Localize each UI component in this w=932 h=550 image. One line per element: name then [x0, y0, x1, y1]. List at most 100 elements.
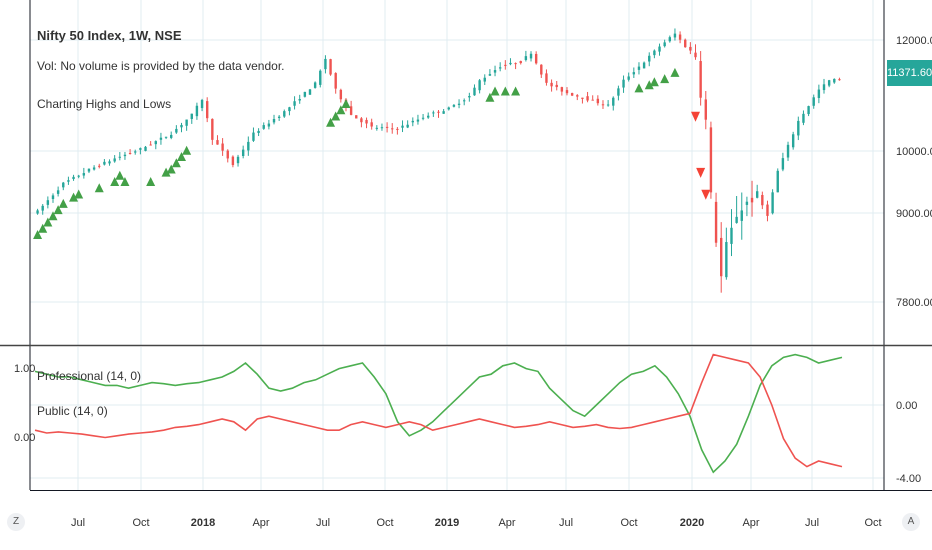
candle-body: [797, 120, 800, 136]
candle-body: [396, 128, 399, 130]
candle-body: [581, 97, 584, 99]
buy-signal-marker: [660, 74, 670, 84]
candle-body: [288, 107, 291, 112]
candle-body: [272, 118, 276, 123]
grid-lines: [30, 0, 884, 490]
candle-body: [791, 134, 795, 148]
candle-body: [745, 201, 749, 205]
candle-body: [319, 70, 322, 85]
candle-body: [355, 115, 358, 119]
candle-body: [82, 173, 86, 176]
candle-body: [437, 111, 440, 113]
candle-body: [586, 96, 589, 101]
candle-body: [771, 192, 774, 214]
candle-body: [817, 89, 821, 98]
buy-signal-marker: [500, 86, 510, 96]
candle-body: [735, 216, 738, 223]
candle-body: [678, 34, 682, 40]
candle-body: [565, 90, 569, 94]
buy-signal-marker: [33, 230, 43, 240]
candle-body: [663, 42, 666, 47]
candle-body: [529, 53, 533, 59]
y-tick-label: 12000.00: [896, 35, 932, 47]
candle-body: [498, 67, 502, 69]
candle-body: [134, 151, 137, 153]
zoom-button[interactable]: Z: [7, 513, 25, 531]
y-tick-label: 7800.00: [896, 297, 932, 309]
x-tick-label: Oct: [620, 517, 637, 529]
buy-signal-marker: [326, 117, 336, 127]
candle-body: [262, 125, 265, 129]
candle-body: [303, 91, 307, 97]
candle-body: [401, 125, 404, 128]
legend-public[interactable]: Public (14, 0): [37, 404, 108, 418]
candle-body: [200, 100, 204, 109]
indicator-label[interactable]: Charting Highs and Lows: [37, 97, 172, 111]
x-tick-label: Jul: [316, 517, 330, 529]
candle-body: [714, 201, 718, 243]
candle-body: [231, 156, 235, 166]
buy-signal-marker: [171, 158, 181, 168]
candle-body: [185, 119, 188, 126]
legend-professional[interactable]: Professional (14, 0): [37, 369, 142, 383]
x-tick-label: Oct: [376, 517, 393, 529]
candle-body: [555, 84, 558, 88]
candle-body: [267, 123, 271, 127]
candle-body: [653, 50, 656, 56]
candle-body: [175, 128, 178, 133]
x-tick-label: 2020: [680, 517, 704, 529]
candle-body: [180, 124, 183, 128]
candle-body: [216, 140, 219, 145]
candle-body: [67, 180, 70, 182]
buy-signal-marker: [115, 170, 125, 180]
buy-signal-marker: [176, 152, 186, 162]
candle-body: [730, 227, 733, 244]
candle-body: [370, 122, 373, 127]
candle-body: [761, 194, 764, 206]
buy-signal-marker: [634, 83, 644, 93]
candle-body: [812, 97, 815, 106]
candle-body: [463, 100, 466, 102]
candle-body: [668, 37, 672, 42]
candle-body: [241, 149, 245, 156]
buy-signal-marker: [74, 189, 84, 199]
buy-signal-marker: [166, 164, 176, 174]
public-line: [34, 353, 843, 468]
candle-body: [601, 104, 605, 106]
candle-body: [46, 200, 50, 205]
candle-body: [211, 118, 214, 140]
candle-body: [365, 119, 368, 124]
candle-body: [144, 146, 147, 151]
professional-line: [34, 353, 843, 474]
sell-signal-marker: [701, 189, 711, 200]
candle-body: [473, 87, 476, 96]
signal-markers: [33, 67, 711, 240]
auto-scale-button[interactable]: A: [902, 513, 920, 531]
candle-body: [385, 126, 389, 128]
candle-body: [380, 127, 384, 129]
candle-body: [416, 119, 420, 122]
candle-body: [77, 175, 80, 177]
candle-body: [247, 141, 250, 151]
candle-body: [720, 237, 723, 277]
candle-body: [755, 191, 759, 198]
candle-body: [113, 158, 116, 162]
candle-body: [612, 97, 615, 106]
buy-signal-marker: [94, 183, 104, 193]
x-tick-label: Oct: [132, 517, 149, 529]
candle-body: [637, 66, 641, 70]
candle-body: [750, 197, 754, 203]
candle-body: [802, 113, 805, 123]
candle-body: [170, 134, 173, 138]
chart-title[interactable]: Nifty 50 Index, 1W, NSE: [37, 28, 182, 43]
candle-body: [154, 141, 157, 145]
candle-body: [642, 62, 646, 69]
y-tick-label: 10000.00: [896, 146, 932, 158]
buy-signal-marker: [161, 167, 171, 177]
candle-body: [699, 61, 702, 98]
candle-body: [92, 167, 96, 170]
candle-body: [606, 104, 610, 106]
candle-body: [550, 82, 553, 87]
candle-body: [257, 130, 260, 133]
